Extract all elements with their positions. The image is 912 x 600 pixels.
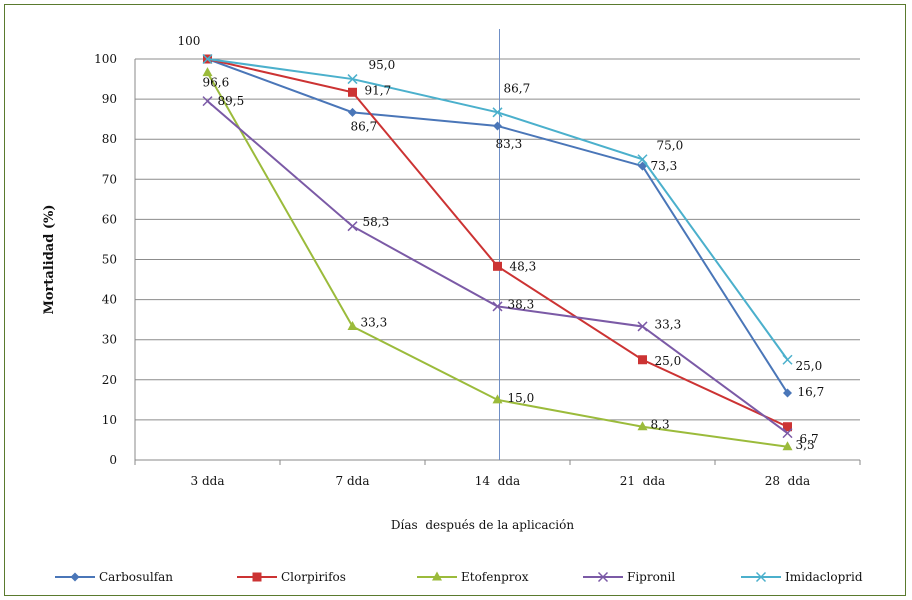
legend-item-carbosulfan: Carbosulfan bbox=[55, 570, 173, 584]
legend-marker bbox=[70, 572, 80, 582]
y-tick-label: 40 bbox=[102, 293, 117, 307]
series-imidacloprid bbox=[202, 53, 793, 365]
data-label: 86,7 bbox=[504, 81, 531, 95]
data-point bbox=[347, 221, 358, 232]
data-point bbox=[638, 355, 647, 365]
data-label: 86,7 bbox=[351, 119, 378, 133]
data-label: 89,5 bbox=[218, 94, 245, 108]
data-label: 38,3 bbox=[508, 297, 535, 311]
y-tick-label: 70 bbox=[102, 172, 117, 186]
x-axis-ticks: 3 dda 7 dda 14 dda 21 dda 28 dda bbox=[134, 460, 861, 488]
data-point bbox=[202, 67, 213, 77]
data-point bbox=[637, 321, 648, 332]
data-label: 48,3 bbox=[510, 259, 537, 273]
y-tick-label: 30 bbox=[102, 333, 117, 347]
legend-item-imidacloprid: Imidacloprid bbox=[741, 570, 863, 584]
legend-marker bbox=[755, 571, 767, 583]
data-point bbox=[347, 74, 358, 85]
legend-marker bbox=[252, 572, 262, 582]
series-etofenprox bbox=[202, 67, 793, 451]
data-point bbox=[783, 388, 792, 398]
data-point bbox=[637, 154, 648, 165]
legend-marker bbox=[432, 571, 442, 581]
data-point bbox=[348, 87, 357, 97]
x-tick-label: 28 dda bbox=[765, 474, 810, 488]
x-tick-label: 7 dda bbox=[336, 474, 370, 488]
data-label: 6,7 bbox=[800, 432, 819, 446]
data-point bbox=[202, 53, 213, 65]
line-chart: 0 10 20 30 40 50 60 70 80 90 100 3 dda 7 dda 14 dda 2… bbox=[42, 29, 863, 584]
x-tick-label: 21 dda bbox=[620, 474, 665, 488]
chart-frame: 0 10 20 30 40 50 60 70 80 90 100 3 dda 7 dda 14 dda 2… bbox=[4, 4, 906, 596]
data-label: 16,7 bbox=[798, 385, 825, 399]
legend-label: Fipronil bbox=[627, 570, 675, 584]
legend-label: Imidacloprid bbox=[785, 570, 863, 584]
data-label: 95,0 bbox=[369, 58, 396, 72]
x-axis-title: Días después de la aplicación bbox=[391, 518, 574, 532]
series-group bbox=[202, 53, 793, 451]
data-point bbox=[348, 107, 357, 117]
data-label: 33,3 bbox=[655, 317, 682, 331]
data-point bbox=[347, 320, 358, 330]
y-tick-label: 0 bbox=[109, 453, 117, 467]
legend-item-etofenprox: Etofenprox bbox=[417, 570, 529, 584]
y-axis-ticks: 0 10 20 30 40 50 60 70 80 90 100 bbox=[94, 52, 117, 467]
y-tick-label: 10 bbox=[102, 413, 117, 427]
series-line bbox=[207, 58, 788, 428]
data-point bbox=[637, 421, 648, 431]
y-axis-title: Mortalidad (%) bbox=[42, 205, 57, 315]
x-tick-label: 3 dda bbox=[191, 474, 225, 488]
data-label: 83,3 bbox=[496, 137, 523, 151]
data-point bbox=[202, 96, 213, 107]
data-label: 91,7 bbox=[365, 83, 392, 97]
data-label: 75,0 bbox=[657, 138, 684, 152]
data-label: 33,3 bbox=[361, 315, 388, 329]
data-label: 96,6 bbox=[203, 76, 230, 90]
data-point bbox=[782, 441, 793, 451]
series-fipronil bbox=[202, 96, 793, 439]
legend: Carbosulfan Clorpirifos Etofenprox Fipronil… bbox=[55, 570, 863, 584]
legend-item-fipronil: Fipronil bbox=[583, 570, 675, 584]
y-tick-label: 50 bbox=[102, 253, 117, 267]
data-point bbox=[493, 121, 502, 131]
data-labels: 86,7 83,3 73,3 16,7 100 91,7 48,3 25,0 96,6 33,3 1… bbox=[178, 34, 825, 452]
data-label: 73,3 bbox=[651, 159, 678, 173]
y-tick-label: 80 bbox=[102, 132, 117, 146]
gridlines bbox=[134, 58, 860, 461]
data-point bbox=[492, 394, 503, 404]
data-point bbox=[493, 261, 502, 271]
legend-label: Clorpirifos bbox=[281, 570, 346, 584]
data-label: 25,0 bbox=[655, 354, 682, 368]
y-tick-label: 100 bbox=[94, 52, 117, 66]
y-tick-label: 90 bbox=[102, 92, 117, 106]
data-point bbox=[782, 354, 793, 365]
data-point bbox=[783, 422, 792, 432]
data-point bbox=[782, 428, 793, 439]
legend-item-clorpirifos: Clorpirifos bbox=[237, 570, 346, 584]
data-label: 100 bbox=[178, 34, 201, 48]
data-label: 25,0 bbox=[796, 359, 823, 373]
x-tick-label: 14 dda bbox=[475, 474, 520, 488]
series-line bbox=[207, 58, 789, 361]
data-point bbox=[492, 301, 503, 312]
series-carbosulfan bbox=[203, 54, 792, 398]
legend-label: Carbosulfan bbox=[99, 570, 173, 584]
data-label: 8,3 bbox=[651, 418, 670, 432]
legend-label: Etofenprox bbox=[461, 570, 529, 584]
data-label: 15,0 bbox=[508, 391, 535, 405]
data-label: 3,3 bbox=[796, 438, 815, 452]
data-label: 58,3 bbox=[363, 215, 390, 229]
legend-marker bbox=[597, 571, 609, 583]
data-point bbox=[492, 107, 503, 118]
y-tick-label: 20 bbox=[102, 373, 117, 387]
y-tick-label: 60 bbox=[102, 212, 117, 226]
